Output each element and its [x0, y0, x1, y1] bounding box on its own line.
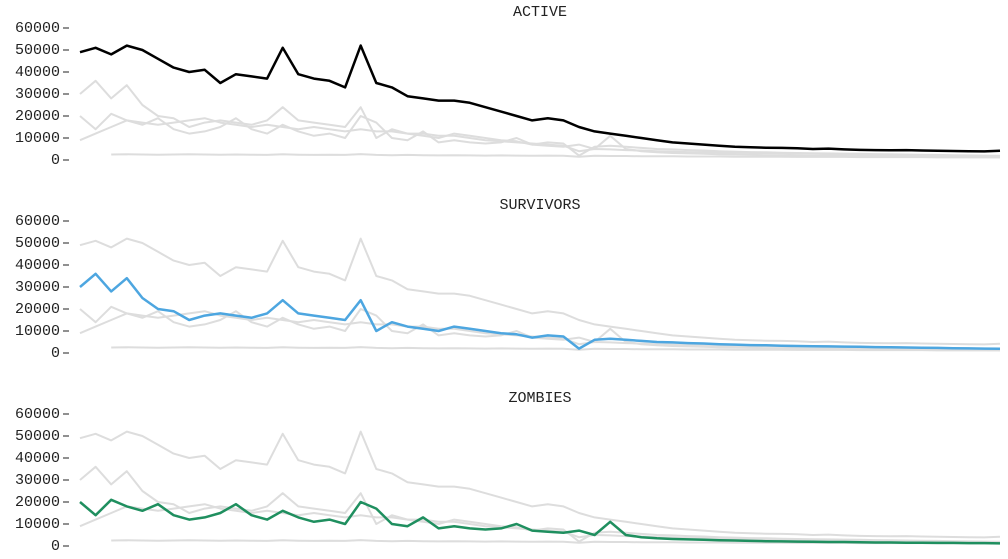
y-tick-label: 0 [51, 538, 60, 555]
panel-title: SURVIVORS [499, 197, 580, 214]
context-line [79, 237, 1001, 346]
context-line [111, 346, 1000, 352]
series-line [79, 498, 1001, 545]
y-tick-label: 10000 [15, 130, 60, 147]
panel-title: ZOMBIES [508, 390, 571, 407]
y-tick-label: 20000 [15, 108, 60, 125]
context-line [79, 117, 1001, 158]
y-tick-label: 30000 [15, 279, 60, 296]
series-line [79, 272, 1001, 351]
y-tick-label: 0 [51, 152, 60, 169]
context-line [111, 153, 1000, 159]
y-tick-label: 30000 [15, 86, 60, 103]
y-tick-label: 40000 [15, 257, 60, 274]
panel-title: ACTIVE [513, 4, 567, 21]
y-tick-label: 0 [51, 345, 60, 362]
context-line [79, 430, 1001, 539]
series-line [79, 44, 1001, 153]
y-tick-label: 10000 [15, 323, 60, 340]
y-tick-label: 30000 [15, 472, 60, 489]
context-line [79, 44, 1001, 153]
y-tick-label: 60000 [15, 213, 60, 230]
y-tick-label: 20000 [15, 494, 60, 511]
y-tick-label: 40000 [15, 450, 60, 467]
y-tick-label: 50000 [15, 428, 60, 445]
y-tick-label: 50000 [15, 235, 60, 252]
y-tick-label: 60000 [15, 20, 60, 37]
y-tick-label: 60000 [15, 406, 60, 423]
y-tick-label: 50000 [15, 42, 60, 59]
y-tick-label: 20000 [15, 301, 60, 318]
y-tick-label: 10000 [15, 516, 60, 533]
y-tick-label: 40000 [15, 64, 60, 81]
